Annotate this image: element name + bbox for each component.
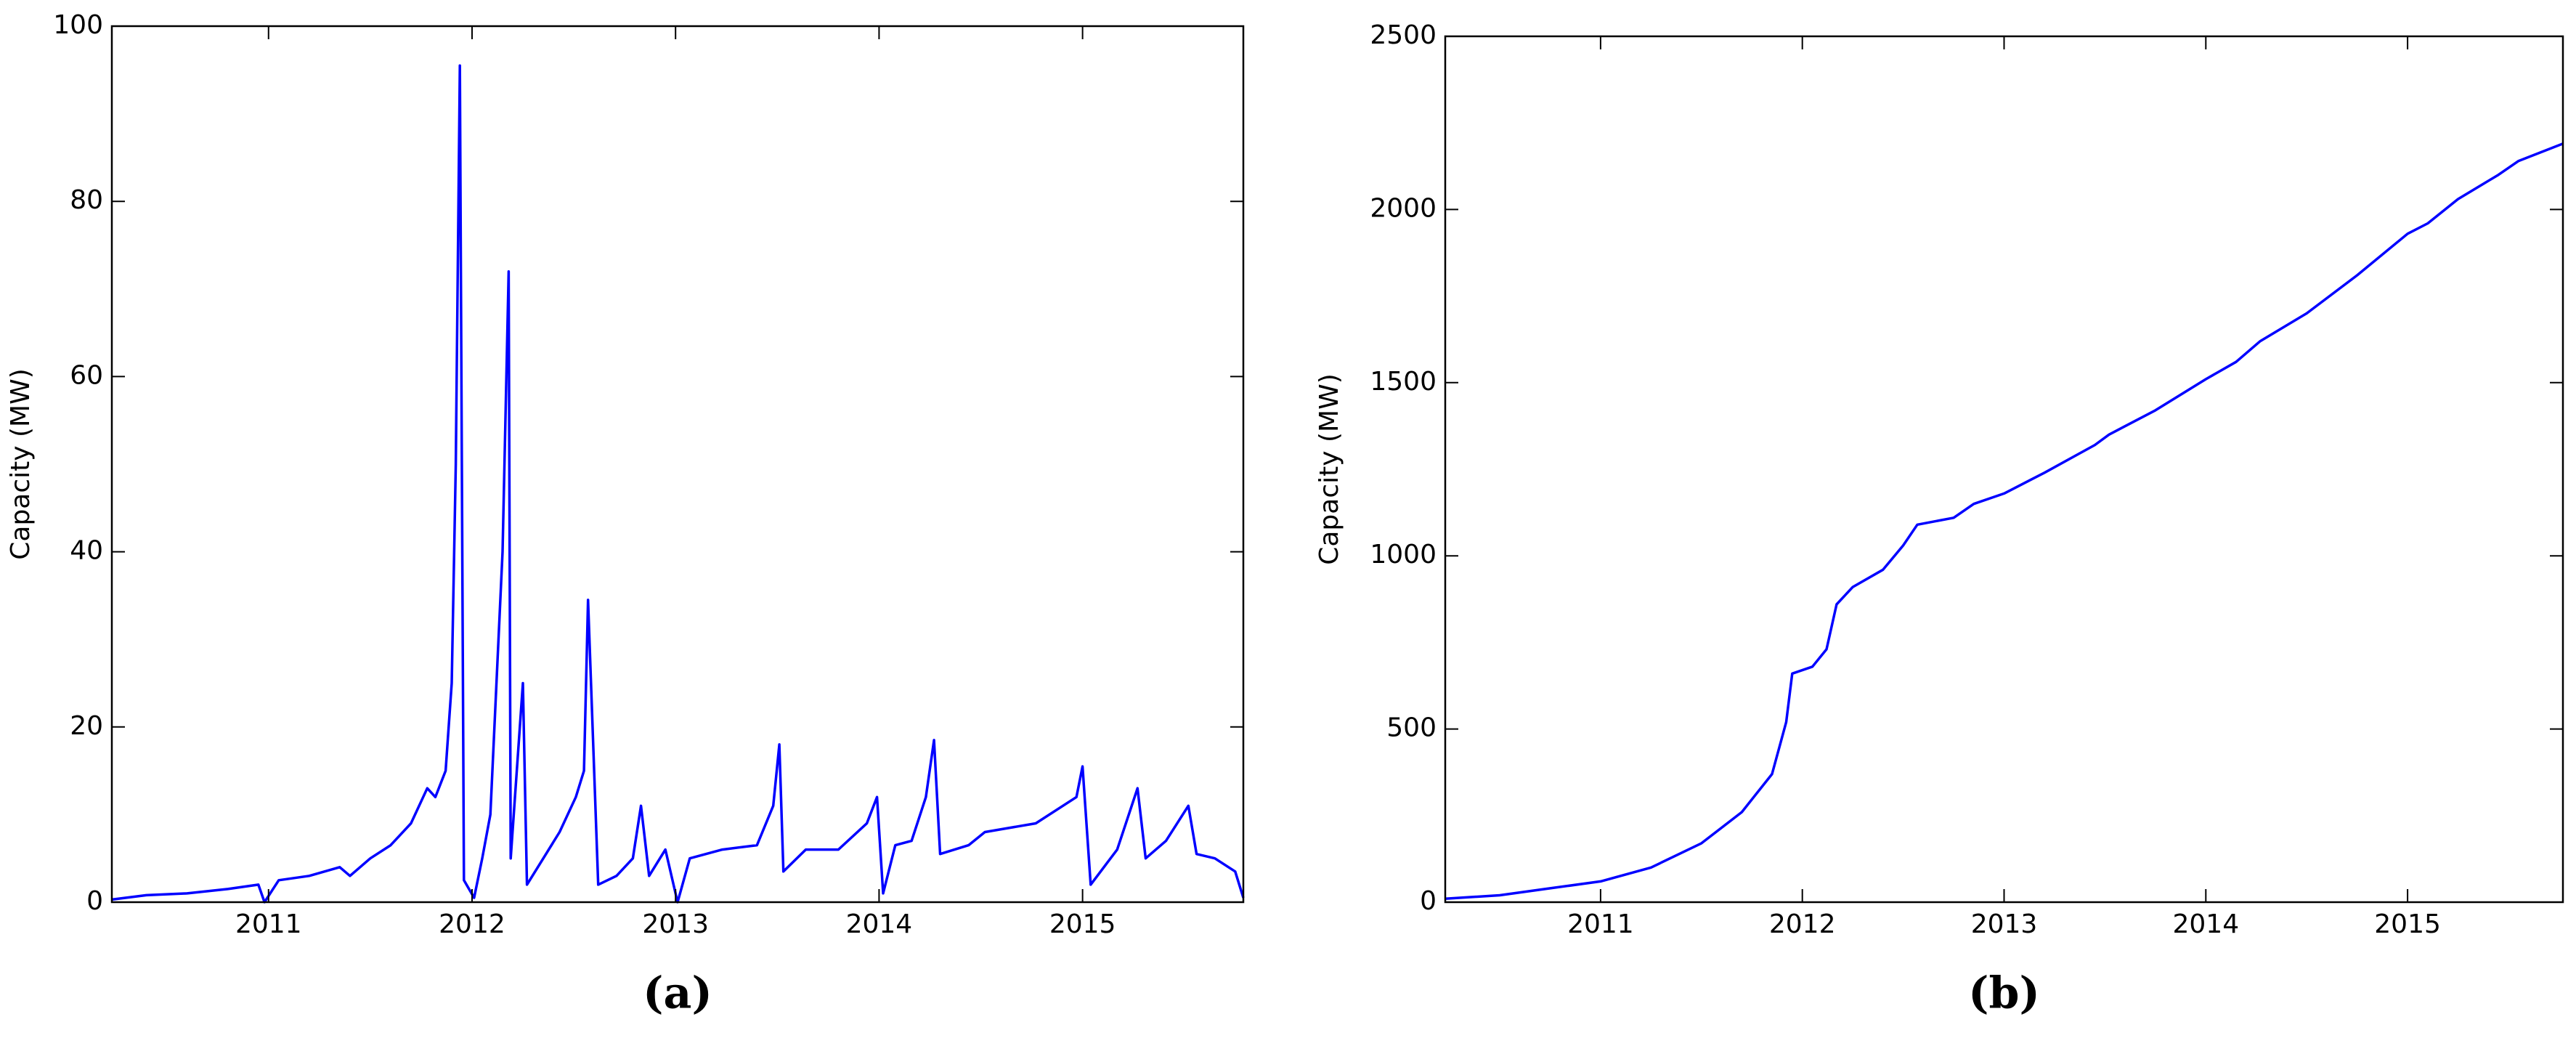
y-tick-label: 60	[70, 360, 103, 390]
panel-caption: (a)	[643, 968, 712, 1019]
panel-caption: (b)	[1968, 968, 2040, 1019]
y-tick-label: 80	[70, 185, 103, 215]
plot-frame	[1444, 35, 2564, 904]
y-tick-label: 20	[70, 711, 103, 741]
y-tick-label: 2000	[1370, 193, 1437, 223]
y-axis-label: Capacity (MW)	[6, 368, 36, 560]
x-tick-label: 2013	[642, 909, 709, 939]
x-tick-label: 2012	[439, 909, 505, 939]
y-tick-label: 0	[1420, 886, 1437, 916]
x-tick-label: 2014	[846, 909, 913, 939]
y-tick-label: 100	[53, 10, 103, 40]
x-tick-label: 2011	[235, 909, 302, 939]
x-tick-label: 2015	[2374, 909, 2441, 939]
x-tick-label: 2015	[1049, 909, 1116, 939]
y-tick-label: 1000	[1370, 540, 1437, 569]
x-tick-label: 2014	[2172, 909, 2239, 939]
y-axis-label: Capacity (MW)	[1315, 373, 1344, 565]
plot-frame	[110, 25, 1245, 904]
y-tick-label: 40	[70, 536, 103, 566]
x-tick-label: 2013	[1971, 909, 2038, 939]
y-tick-label: 500	[1386, 713, 1437, 743]
y-tick-label: 1500	[1370, 367, 1437, 397]
x-tick-label: 2012	[1769, 909, 1836, 939]
y-tick-label: 0	[86, 886, 103, 916]
y-tick-label: 2500	[1370, 20, 1437, 50]
x-tick-label: 2011	[1567, 909, 1634, 939]
data-line	[1445, 142, 2564, 900]
data-line	[111, 64, 1245, 904]
